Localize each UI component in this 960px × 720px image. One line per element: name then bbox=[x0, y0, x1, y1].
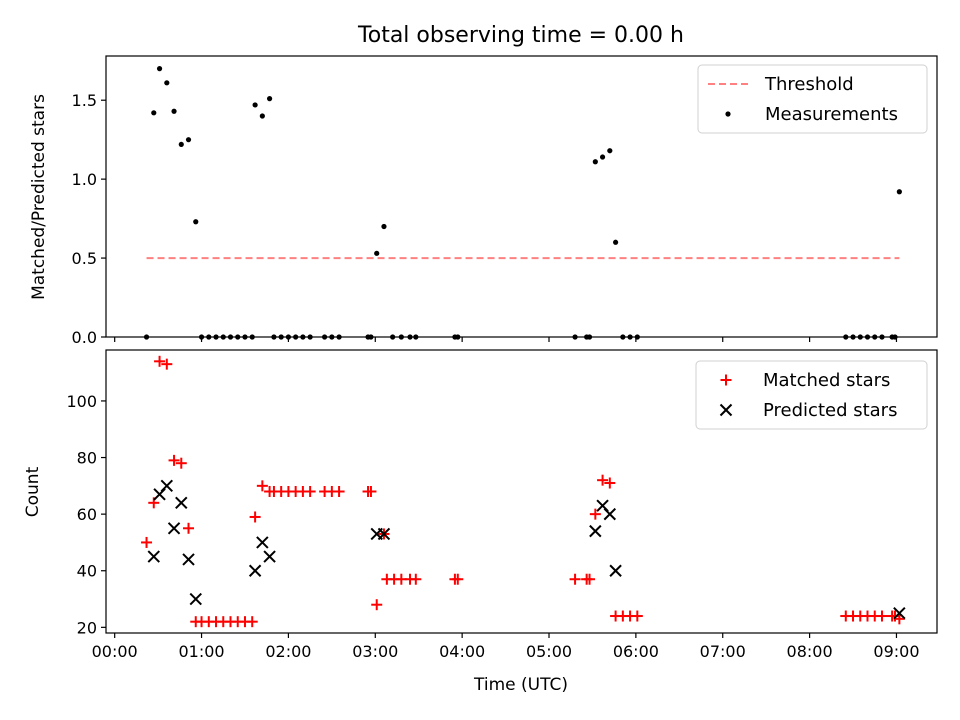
measurement-point bbox=[252, 102, 258, 108]
matched-star-point bbox=[256, 480, 268, 492]
matched-star-point bbox=[168, 454, 180, 466]
bottom-y-ticks: 20 40 60 80 100 bbox=[66, 392, 106, 637]
matched-star-point bbox=[452, 573, 464, 585]
bottom-y-tick-label: 60 bbox=[77, 505, 97, 524]
bottom-y-tick-label: 100 bbox=[66, 392, 97, 411]
matched-star-point bbox=[246, 616, 258, 628]
matched-star-point bbox=[304, 486, 316, 497]
predicted-star-point bbox=[167, 522, 181, 535]
x-tick-label: 02:00 bbox=[265, 642, 311, 661]
matched-star-point bbox=[893, 613, 905, 625]
matched-star-point bbox=[589, 508, 601, 520]
matched-star-point bbox=[876, 610, 888, 622]
top-y-tick-label: 1.5 bbox=[72, 91, 97, 110]
x-tick-label: 06:00 bbox=[613, 642, 659, 661]
predicted-star-point bbox=[609, 564, 622, 577]
legend-threshold-label: Threshold bbox=[764, 74, 854, 95]
legend-predicted-label: Predicted stars bbox=[763, 400, 897, 421]
measurement-point bbox=[266, 96, 273, 102]
bottom-y-tick-label: 80 bbox=[77, 449, 97, 468]
predicted-star-point bbox=[603, 507, 617, 521]
measurement-point bbox=[613, 239, 619, 245]
measurement-point bbox=[156, 66, 163, 72]
measurement-point bbox=[171, 108, 177, 114]
matched-star-point bbox=[371, 599, 383, 611]
measurement-point bbox=[151, 110, 157, 116]
bottom-axes-frame bbox=[105, 349, 938, 634]
measurement-point bbox=[592, 159, 598, 165]
matched-star-point bbox=[569, 573, 581, 585]
top-y-tick-label: 1.0 bbox=[72, 170, 97, 189]
measurement-point bbox=[381, 223, 387, 230]
predicted-star-point bbox=[175, 496, 188, 510]
measurement-point bbox=[599, 154, 606, 160]
predicted-star-point bbox=[182, 553, 195, 566]
measurement-point bbox=[193, 219, 199, 225]
matched-star-point bbox=[154, 355, 166, 367]
predicted-star-point bbox=[147, 550, 160, 563]
legend-matched-label: Matched stars bbox=[763, 370, 890, 391]
measurement-point bbox=[374, 250, 380, 256]
predicted-star-point bbox=[160, 479, 174, 493]
matched-star-point bbox=[410, 573, 422, 585]
legend-matched-swatch bbox=[720, 374, 732, 386]
x-tick-label: 03:00 bbox=[352, 642, 398, 661]
top-x-ticks bbox=[114, 337, 898, 342]
measurement-point bbox=[185, 137, 192, 143]
matched-star-point bbox=[631, 610, 643, 622]
measurement-point bbox=[896, 189, 902, 195]
x-tick-label: 04:00 bbox=[439, 642, 485, 661]
x-tick-label: 00:00 bbox=[92, 642, 138, 661]
x-tick-label: 09:00 bbox=[873, 642, 919, 661]
predicted-star-point bbox=[893, 606, 906, 620]
legend-plus-marker bbox=[720, 374, 732, 386]
bottom-x-axis-label: Time (UTC) bbox=[473, 675, 568, 695]
bottom-y-tick-label: 40 bbox=[77, 562, 97, 581]
top-axes-frame bbox=[105, 55, 938, 338]
predicted-star-point bbox=[256, 536, 269, 549]
matched-star-point bbox=[365, 486, 377, 497]
matched-star-point bbox=[604, 477, 616, 489]
predicted-star-point bbox=[189, 592, 202, 606]
measurement-point bbox=[607, 148, 613, 154]
top-y-tick-label: 0.0 bbox=[72, 328, 97, 347]
bottom-y-tick-label: 20 bbox=[77, 618, 97, 637]
predicted-star-point bbox=[263, 550, 276, 563]
legend-measurements-label: Measurements bbox=[765, 104, 898, 125]
measurement-point bbox=[259, 113, 265, 119]
bottom-y-axis-label: Count bbox=[23, 466, 43, 517]
matched-star-point bbox=[249, 511, 261, 523]
predicted-star-point bbox=[377, 527, 391, 541]
x-tick-label: 05:00 bbox=[526, 642, 572, 661]
legend-x-marker bbox=[719, 403, 733, 417]
legend-measurement-swatch bbox=[725, 111, 731, 117]
top-y-tick-label: 0.5 bbox=[72, 249, 97, 268]
figure-title: Total observing time = 0.00 h bbox=[357, 23, 684, 48]
matched-star-point bbox=[175, 457, 187, 469]
bottom-plot-marks bbox=[141, 355, 906, 628]
bottom-panel: 00:00 01:00 02:00 03:00 04:00 05:00 06:00 07:00… bbox=[23, 349, 938, 695]
x-tick-label: 08:00 bbox=[787, 642, 833, 661]
matched-star-point bbox=[597, 474, 609, 486]
x-tick-label: 01:00 bbox=[178, 642, 224, 661]
matched-star-point bbox=[183, 522, 195, 534]
matched-star-point bbox=[141, 536, 153, 548]
x-tick-label: 07:00 bbox=[700, 642, 746, 661]
matched-star-point bbox=[161, 358, 173, 370]
matched-star-point bbox=[584, 573, 596, 585]
top-y-ticks: 0.0 0.5 1.0 1.5 bbox=[72, 91, 106, 347]
top-panel: 0.0 0.5 1.0 1.5 Matched/Predicted stars Thr… bbox=[29, 55, 938, 347]
legend-predicted-swatch bbox=[719, 403, 733, 417]
measurement-point bbox=[164, 80, 170, 86]
predicted-star-point bbox=[589, 524, 602, 538]
matched-star-point bbox=[333, 486, 345, 497]
measurement-point bbox=[178, 141, 184, 148]
bottom-x-ticks: 00:00 01:00 02:00 03:00 04:00 05:00 06:00 07:00… bbox=[92, 633, 920, 661]
predicted-star-point bbox=[248, 564, 262, 577]
top-legend: Threshold Measurements bbox=[697, 64, 928, 134]
bottom-legend: Matched stars Predicted stars bbox=[695, 360, 928, 430]
top-y-axis-label: Matched/Predicted stars bbox=[29, 94, 49, 300]
